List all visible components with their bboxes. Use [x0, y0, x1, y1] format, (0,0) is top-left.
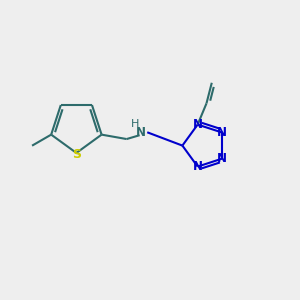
Text: N: N — [217, 126, 227, 139]
Text: N: N — [193, 118, 202, 131]
Text: N: N — [136, 126, 146, 139]
Text: N: N — [193, 160, 202, 173]
Text: S: S — [72, 148, 81, 160]
Text: N: N — [217, 152, 227, 165]
Text: H: H — [131, 119, 140, 129]
